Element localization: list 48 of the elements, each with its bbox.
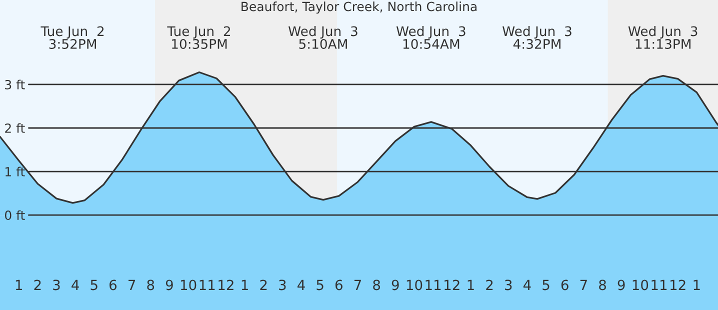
x-tick-label: 6 (335, 280, 342, 290)
x-tick-label: 7 (354, 280, 361, 290)
x-tick-label: 7 (580, 280, 587, 290)
x-tick-label: 8 (599, 280, 606, 290)
x-tick-label: 2 (34, 280, 41, 290)
x-tick-label: 6 (561, 280, 568, 290)
x-tick-label: 5 (542, 280, 550, 290)
x-tick-label: 4 (298, 280, 305, 290)
x-tick-label: 9 (618, 280, 625, 290)
annotation: Tue Jun 2 10:35PM (167, 26, 230, 49)
x-tick-label: 5 (316, 280, 324, 290)
x-tick-label: 10 (406, 280, 422, 290)
x-tick-label: 11 (426, 280, 441, 290)
y-tick-label: 1 ft (6, 166, 25, 176)
x-tick-label: 1 (468, 280, 474, 290)
annotation: Tue Jun 2 3:52PM (40, 26, 104, 49)
annotation: Wed Jun 3 11:13PM (628, 26, 698, 49)
x-tick-label: 5 (90, 280, 98, 290)
annotation: Wed Jun 3 4:32PM (502, 26, 572, 49)
x-tick-label: 3 (279, 280, 286, 290)
x-tick-label: 8 (147, 280, 154, 290)
x-tick-label: 11 (200, 280, 215, 290)
chart-title: Beaufort, Taylor Creek, North Carolina (242, 2, 476, 14)
x-tick-label: 12 (444, 280, 460, 290)
x-tick-label: 2 (260, 280, 267, 290)
x-tick-label: 6 (110, 280, 117, 290)
x-tick-label: 7 (128, 280, 136, 290)
y-tick-label: 0 ft (4, 210, 25, 220)
x-tick-label: 9 (166, 280, 173, 290)
x-tick-label: 1 (242, 280, 248, 290)
x-tick-label: 8 (373, 280, 380, 290)
x-tick-label: 3 (53, 280, 60, 290)
x-tick-label: 3 (505, 280, 512, 290)
x-tick-label: 1 (694, 280, 700, 290)
x-tick-label: 11 (652, 280, 667, 290)
x-tick-label: 1 (16, 280, 22, 290)
x-tick-label: 2 (486, 280, 493, 290)
y-tick-label: 2 ft (5, 123, 25, 133)
x-tick-label: 4 (72, 280, 79, 290)
x-tick-label: 4 (523, 280, 531, 290)
annotation: Wed Jun 3 5:10AM (288, 26, 358, 49)
x-tick-label: 10 (632, 280, 648, 290)
annotation: Wed Jun 3 10:54AM (396, 26, 466, 49)
x-tick-label: 9 (392, 280, 399, 290)
x-tick-label: 12 (218, 280, 234, 290)
x-tick-label: 10 (180, 280, 196, 290)
y-tick-label: 3 ft (5, 80, 25, 90)
x-tick-label: 12 (670, 280, 686, 290)
